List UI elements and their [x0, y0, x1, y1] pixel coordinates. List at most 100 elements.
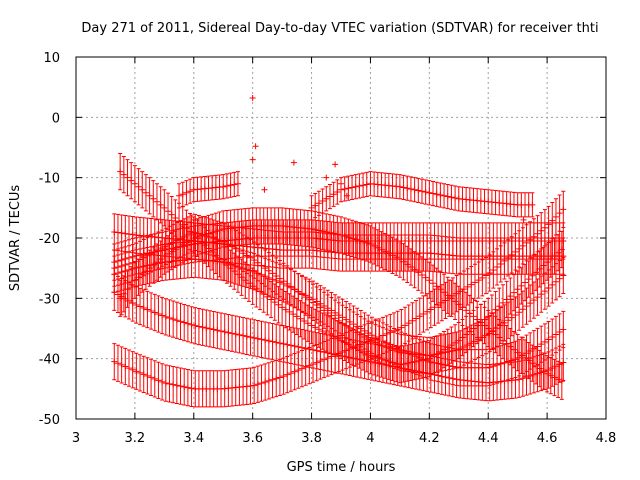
- data-point: [293, 313, 300, 320]
- data-point: [507, 293, 514, 300]
- data-point: [122, 230, 129, 237]
- data-point: [120, 171, 127, 178]
- data-point: [398, 324, 405, 331]
- data-point: [427, 306, 434, 313]
- data-point: [404, 261, 411, 268]
- data-point: [114, 360, 121, 367]
- data-point: [245, 280, 252, 287]
- data-point: [345, 185, 352, 192]
- scatter-point: [249, 95, 256, 102]
- data-point: [249, 283, 256, 290]
- data-point: [430, 280, 437, 287]
- data-point: [426, 189, 433, 196]
- data-point: [166, 380, 173, 387]
- data-point: [396, 256, 403, 263]
- data-point: [286, 308, 293, 315]
- data-point: [258, 380, 265, 387]
- data-point: [426, 355, 433, 362]
- data-point: [287, 342, 294, 349]
- data-point: [205, 230, 212, 237]
- data-point: [437, 286, 444, 293]
- data-point: [269, 376, 276, 383]
- data-point: [319, 328, 326, 335]
- data-point: [251, 257, 258, 264]
- data-point: [529, 201, 536, 208]
- data-point: [538, 291, 545, 298]
- data-point: [240, 250, 247, 257]
- data-point: [411, 186, 418, 193]
- data-point: [452, 195, 459, 202]
- data-point: [407, 264, 414, 271]
- data-point: [220, 183, 227, 190]
- data-point: [176, 244, 183, 251]
- data-point: [459, 304, 466, 311]
- data-point: [488, 328, 495, 335]
- data-point: [345, 341, 352, 348]
- data-point: [477, 319, 484, 326]
- data-point: [547, 255, 554, 262]
- data-point: [153, 198, 160, 205]
- data-point: [201, 231, 208, 238]
- data-point: [133, 368, 140, 375]
- data-point: [153, 259, 160, 266]
- data-point: [308, 225, 315, 232]
- data-point: [162, 313, 169, 320]
- data-point: [338, 186, 344, 193]
- data-point: [463, 331, 470, 338]
- data-point: [247, 383, 254, 390]
- data-point: [326, 193, 333, 200]
- data-point: [183, 189, 190, 196]
- data-point: [269, 338, 276, 345]
- data-point: [273, 339, 280, 346]
- scatter-point: [252, 143, 259, 150]
- data-point: [448, 295, 455, 302]
- data-point: [558, 246, 565, 253]
- data-point: [140, 371, 147, 378]
- ticks: 3 3.2 3.4 3.6 3.8 4 4.2 4.4 4.6 4.8 10 0 -10 -20 -30 -4…: [39, 51, 617, 446]
- data-point: [301, 317, 308, 324]
- data-point: [319, 198, 326, 205]
- data-point: [326, 229, 333, 236]
- data-point: [295, 367, 302, 374]
- data-point: [523, 303, 530, 310]
- data-point: [534, 294, 541, 301]
- data-point: [349, 235, 356, 242]
- data-point: [549, 334, 556, 341]
- data-point: [229, 330, 236, 337]
- data-point: [247, 254, 254, 261]
- data-point: [540, 262, 547, 269]
- data-point: [363, 239, 370, 246]
- data-point: [117, 168, 124, 175]
- data-point: [405, 320, 412, 327]
- data-point: [555, 376, 562, 383]
- data-point: [534, 343, 541, 350]
- data-point: [120, 290, 127, 297]
- data-point: [400, 184, 407, 191]
- data-point: [135, 274, 142, 281]
- data-point: [400, 258, 407, 265]
- data-point: [396, 183, 403, 190]
- data-point: [522, 354, 529, 361]
- data-point: [317, 348, 324, 355]
- data-point: [485, 325, 492, 332]
- scatter-point: [343, 192, 350, 199]
- data-point: [338, 231, 344, 238]
- data-point: [287, 283, 294, 290]
- data-point: [382, 248, 389, 255]
- data-point: [111, 358, 118, 365]
- data-point: [339, 320, 346, 327]
- data-point: [243, 333, 250, 340]
- data-point: [360, 348, 367, 355]
- data-point: [496, 303, 503, 310]
- data-point: [525, 276, 532, 283]
- data-point: [512, 312, 519, 318]
- data-point: [184, 384, 191, 391]
- data-point: [262, 265, 269, 272]
- data-point: [527, 300, 534, 307]
- data-point: [221, 328, 228, 335]
- data-point: [262, 337, 269, 344]
- data-point: [352, 236, 359, 243]
- data-point: [172, 246, 179, 253]
- data-point: [560, 238, 567, 245]
- data-point: [126, 260, 132, 267]
